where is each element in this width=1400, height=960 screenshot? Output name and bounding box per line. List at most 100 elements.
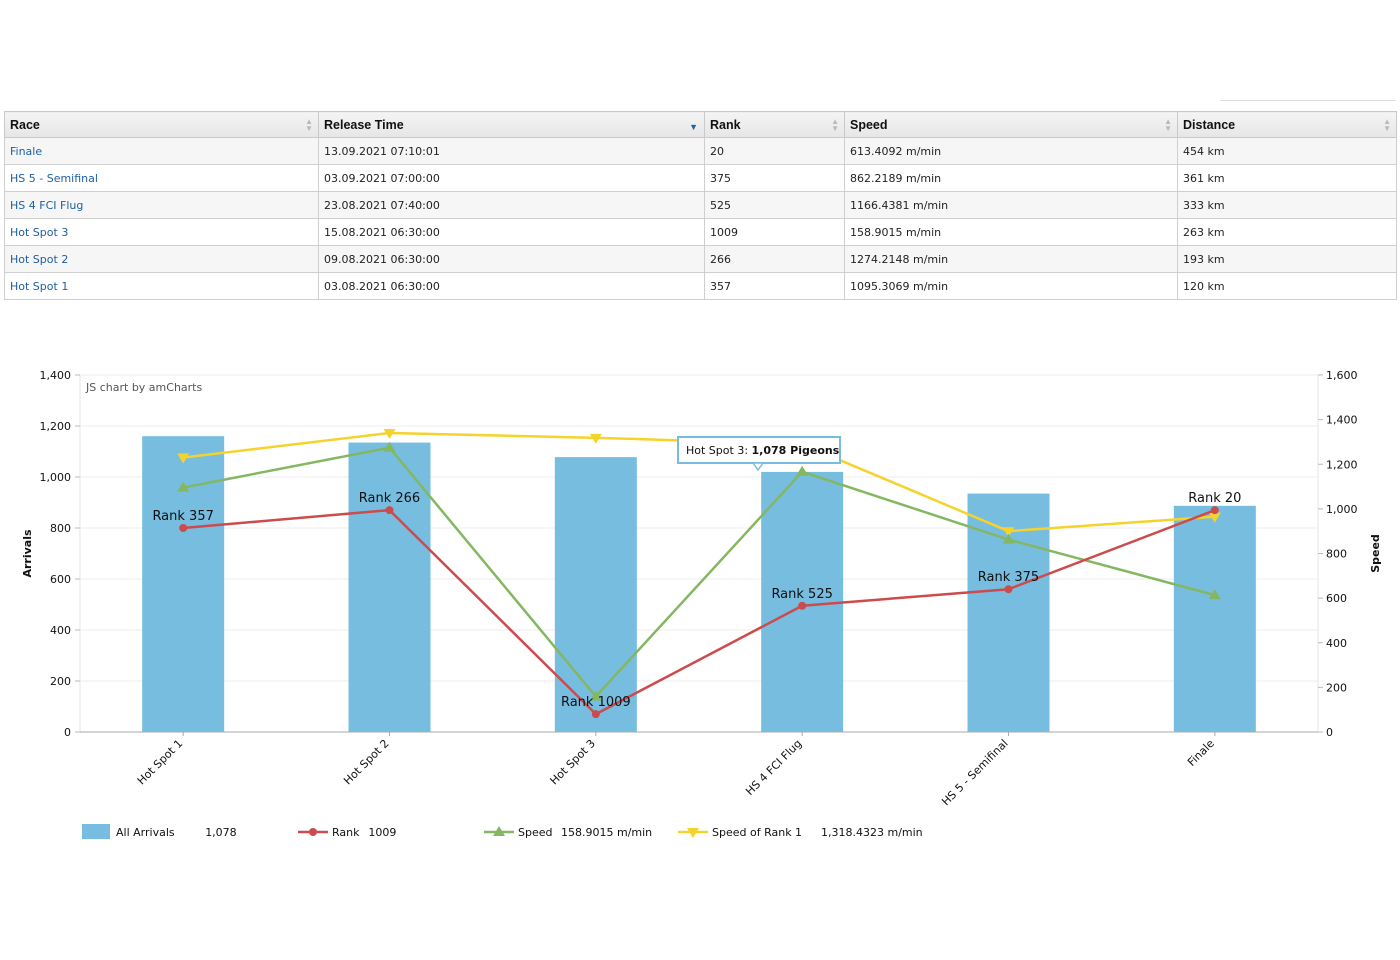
data-label-rank: Rank 20: [1188, 491, 1241, 506]
legend-item[interactable]: Speed 158.9015 m/min: [484, 826, 652, 839]
data-label-rank: Rank 357: [152, 509, 213, 524]
top-divider: [1220, 100, 1396, 101]
rank-cell: 375: [704, 164, 845, 192]
legend-marker: [687, 828, 699, 838]
right-axis-tick-label: 0: [1326, 726, 1333, 739]
rank-cell: 20: [704, 137, 845, 165]
data-label-rank: Rank 375: [978, 570, 1039, 585]
bar-all-arrivals: [348, 442, 431, 732]
point-rank: [1210, 506, 1219, 515]
series-line-speed: [182, 446, 1216, 698]
legend-label: Rank: [332, 826, 360, 839]
race-link[interactable]: HS 4 FCI Flug: [10, 198, 84, 212]
point-rank: [798, 601, 807, 610]
race-cell: Hot Spot 3: [4, 218, 319, 246]
sort-icon: ▲ ▼: [305, 117, 313, 133]
release-time-cell: 13.09.2021 07:10:01: [318, 137, 705, 165]
legend-marker: [309, 828, 317, 836]
rank-cell: 525: [704, 191, 845, 219]
race-link[interactable]: HS 5 - Semifinal: [10, 171, 98, 185]
point-speed-of-rank-1: [177, 453, 190, 464]
legend-marker: [493, 826, 505, 836]
legend-swatch: [82, 824, 110, 839]
legend-value: 1009: [368, 826, 396, 839]
left-axis-tick-label: 0: [64, 726, 71, 739]
bar-all-arrivals: [142, 436, 225, 732]
race-cell: Hot Spot 2: [4, 245, 319, 273]
tooltip: Hot Spot 3: 1,078 Pigeons: [677, 436, 841, 472]
distance-cell: 120 km: [1177, 272, 1397, 300]
column-header-race[interactable]: Race ▲ ▼: [4, 111, 319, 138]
table-header-row: Race ▲ ▼ Release Time ▼ Rank ▲ ▼ Speed ▲ ▼ Dist…: [4, 111, 1397, 138]
point-speed-of-rank-1: [1208, 512, 1221, 523]
x-axis-tick-label: Hot Spot 2: [341, 737, 391, 787]
x-axis-tick-label: HS 5 - Semifinal: [939, 737, 1010, 808]
legend-value: 158.9015 m/min: [561, 826, 652, 839]
series-line-rank: [183, 508, 1216, 716]
point-speed-of-rank-1: [589, 433, 602, 444]
race-link[interactable]: Finale: [10, 144, 43, 158]
column-header-release-time[interactable]: Release Time ▼: [318, 111, 705, 138]
column-header-speed[interactable]: Speed ▲ ▼: [844, 111, 1178, 138]
point-rank: [385, 506, 394, 515]
rank-cell: 357: [704, 272, 845, 300]
right-axis-tick-label: 1,400: [1326, 414, 1358, 427]
speed-cell: 862.2189 m/min: [844, 164, 1178, 192]
legend-value: 1,318.4323 m/min: [821, 826, 923, 839]
tooltip-label: Hot Spot 3:: [686, 444, 752, 457]
tooltip-text: Hot Spot 3: 1,078 Pigeons: [686, 444, 840, 457]
right-axis-tick-label: 600: [1326, 592, 1347, 605]
point-rank: [1004, 585, 1013, 594]
legend-label: Speed: [518, 826, 552, 839]
race-cell: HS 4 FCI Flug: [4, 191, 319, 219]
legend-label: Speed of Rank 1: [712, 826, 802, 839]
distance-cell: 263 km: [1177, 218, 1397, 246]
left-axis-tick-label: 600: [50, 573, 71, 586]
x-axis-tick-label: Hot Spot 3: [548, 737, 598, 787]
distance-cell: 361 km: [1177, 164, 1397, 192]
x-axis-tick-label: HS 4 FCI Flug: [743, 737, 804, 798]
point-speed-of-rank-1: [383, 429, 396, 440]
speed-cell: 158.9015 m/min: [844, 218, 1178, 246]
point-speed: [383, 441, 396, 452]
point-speed: [177, 481, 190, 492]
race-chart: 0 200 400 600 800 1,000 1,200 1,400 0 200 400 600 80…: [21, 369, 1382, 839]
chart-credit: JS chart by amCharts: [85, 381, 202, 394]
table-row: Hot Spot 2 09.08.2021 06:30:00 266 1274.…: [4, 245, 1397, 273]
right-axis-title: Speed: [1369, 534, 1382, 573]
sort-descending-icon: ▼: [689, 122, 698, 132]
point-speed-of-rank-1: [1002, 527, 1015, 538]
table-row: Hot Spot 1 03.08.2021 06:30:00 357 1095.…: [4, 272, 1397, 300]
plot-area: [79, 374, 1319, 733]
left-axis-tick-label: 1,400: [40, 369, 72, 382]
column-header-distance[interactable]: Distance ▲ ▼: [1177, 111, 1397, 138]
legend-value: 1,078: [205, 826, 237, 839]
distance-cell: 454 km: [1177, 137, 1397, 165]
race-link[interactable]: Hot Spot 2: [10, 252, 69, 266]
right-axis-tick-label: 1,000: [1326, 503, 1358, 516]
x-axis-tick-label: Hot Spot 1: [135, 737, 185, 787]
legend-item[interactable]: Speed of Rank 1 1,318.4323 m/min: [678, 826, 923, 839]
point-rank: [179, 524, 188, 532]
right-axis-tick-label: 200: [1326, 681, 1347, 694]
data-label-rank: Rank 1009: [561, 695, 631, 710]
left-axis-title: Arrivals: [21, 529, 34, 577]
legend-item[interactable]: All Arrivals 1,078: [82, 824, 237, 839]
column-header-rank[interactable]: Rank ▲ ▼: [704, 111, 845, 138]
table-row: Hot Spot 3 15.08.2021 06:30:00 1009 158.…: [4, 218, 1397, 246]
race-table: Race ▲ ▼ Release Time ▼ Rank ▲ ▼ Speed ▲ ▼ Dist…: [4, 111, 1397, 300]
tooltip-value: 1,078 Pigeons: [752, 444, 840, 457]
tooltip-pointer: [751, 462, 765, 472]
distance-cell: 333 km: [1177, 191, 1397, 219]
legend-item[interactable]: Rank 1009: [298, 826, 396, 839]
right-axis-tick-label: 1,200: [1326, 458, 1358, 471]
left-axis-tick-label: 1,200: [40, 420, 72, 433]
speed-cell: 1095.3069 m/min: [844, 272, 1178, 300]
race-link[interactable]: Hot Spot 3: [10, 225, 69, 239]
speed-cell: 1274.2148 m/min: [844, 245, 1178, 273]
point-speed: [589, 690, 602, 701]
release-time-cell: 03.09.2021 07:00:00: [318, 164, 705, 192]
sort-icon: ▲ ▼: [1164, 117, 1172, 133]
race-link[interactable]: Hot Spot 1: [10, 279, 69, 293]
race-cell: HS 5 - Semifinal: [4, 164, 319, 192]
